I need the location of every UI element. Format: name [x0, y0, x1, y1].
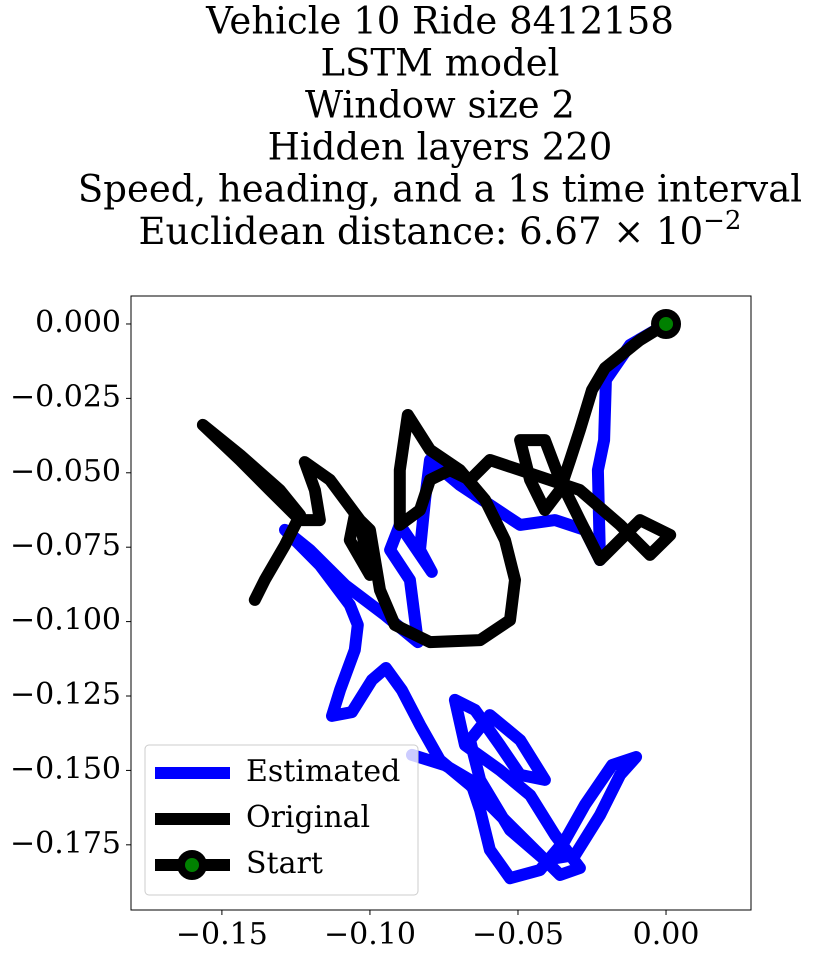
- legend-label: Start: [246, 846, 323, 881]
- y-tick-label: −0.100: [10, 603, 121, 638]
- legend-label: Estimated: [246, 754, 400, 789]
- start-marker: [651, 308, 682, 339]
- y-tick-label: −0.050: [10, 454, 121, 489]
- legend-box: [144, 744, 419, 896]
- title-line: Hidden layers 220: [268, 126, 613, 169]
- title-line: Window size 2: [305, 84, 575, 127]
- x-tick-label: −0.05: [472, 917, 564, 952]
- axes-frame: [130, 295, 752, 911]
- title-line: Vehicle 10 Ride 8412158: [205, 0, 674, 43]
- legend-label: Original: [246, 800, 370, 835]
- x-tick-label: −0.10: [324, 917, 416, 952]
- axes: 0.000 −0.025 −0.050 −0.075 −0.100 −0.125 −0.15…: [10, 305, 699, 952]
- legend-marker: [177, 850, 207, 880]
- y-tick-label: −0.125: [10, 677, 121, 712]
- title-distance: Euclidean distance: 6.67 × 10−2: [139, 206, 742, 253]
- y-tick-label: −0.175: [10, 826, 121, 861]
- title-line: Speed, heading, and a 1s time interval: [78, 168, 802, 211]
- x-tick-label: 0.00: [633, 917, 700, 952]
- y-tick-label: −0.150: [10, 751, 121, 786]
- y-tick-label: −0.075: [10, 528, 121, 563]
- title-line: LSTM model: [320, 42, 559, 85]
- x-tick-label: −0.15: [176, 917, 268, 952]
- legend: Estimated Original Start: [144, 744, 419, 896]
- trajectory-line: [279, 318, 672, 885]
- y-tick-label: 0.000: [35, 305, 121, 340]
- title-exponent: −2: [703, 206, 741, 236]
- trajectory-line: [196, 318, 677, 649]
- plot-area: [196, 308, 682, 885]
- title-distance-text: Euclidean distance: 6.67 × 10: [139, 210, 704, 253]
- y-tick-label: −0.025: [10, 379, 121, 414]
